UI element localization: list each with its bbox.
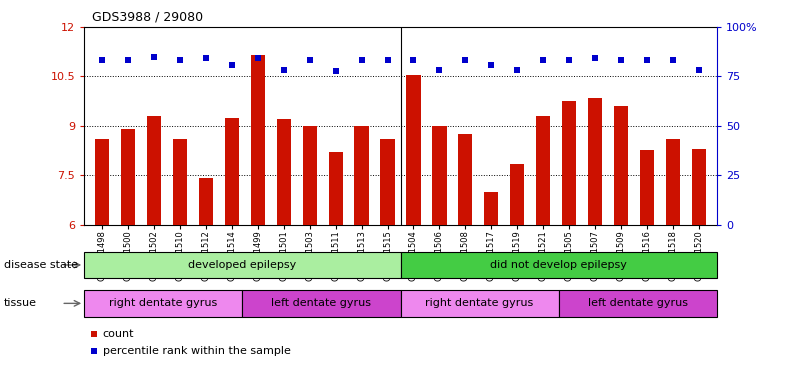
Bar [640,151,654,225]
Bar [406,74,421,225]
Point [277,67,290,73]
Point [226,62,239,68]
Bar [559,290,717,317]
Bar [400,290,559,317]
Point [433,67,446,73]
Bar [95,139,110,225]
Point [614,57,627,63]
Bar [400,252,717,278]
Bar [666,139,680,225]
Point [88,331,101,337]
Text: tissue: tissue [4,298,37,308]
Bar [380,139,395,225]
Text: right dentate gyrus: right dentate gyrus [425,298,533,308]
Text: left dentate gyrus: left dentate gyrus [588,298,688,308]
Text: percentile rank within the sample: percentile rank within the sample [103,346,291,356]
Text: right dentate gyrus: right dentate gyrus [109,298,217,308]
Point [485,62,497,68]
Point [511,67,524,73]
Bar [484,192,498,225]
Bar [147,116,161,225]
Text: count: count [103,329,134,339]
Bar [225,118,239,225]
Bar [84,252,401,278]
Point [304,57,316,63]
Point [459,57,472,63]
Point [199,55,212,61]
Bar [173,139,187,225]
Bar [691,149,706,225]
Bar [355,126,368,225]
Bar [588,98,602,225]
Point [88,348,101,354]
Text: did not develop epilepsy: did not develop epilepsy [490,260,627,270]
Bar [303,126,317,225]
Point [147,53,160,60]
Point [252,55,264,61]
Text: developed epilepsy: developed epilepsy [188,260,296,270]
Bar [84,290,242,317]
Bar [614,106,628,225]
Text: GDS3988 / 29080: GDS3988 / 29080 [92,10,203,23]
Point [407,57,420,63]
Point [329,68,342,74]
Bar [536,116,550,225]
Bar [251,55,265,225]
Bar [562,101,576,225]
Bar [242,290,400,317]
Point [562,57,575,63]
Point [122,57,135,63]
Point [589,55,602,61]
Bar [433,126,446,225]
Text: left dentate gyrus: left dentate gyrus [272,298,372,308]
Bar [328,152,343,225]
Point [641,57,654,63]
Text: disease state: disease state [4,260,78,270]
Point [537,57,549,63]
Point [355,57,368,63]
Bar [199,179,213,225]
Bar [458,134,473,225]
Point [666,57,679,63]
Bar [121,129,135,225]
Point [174,57,187,63]
Point [692,67,705,73]
Bar [510,164,525,225]
Bar [276,119,291,225]
Point [96,57,109,63]
Point [381,57,394,63]
